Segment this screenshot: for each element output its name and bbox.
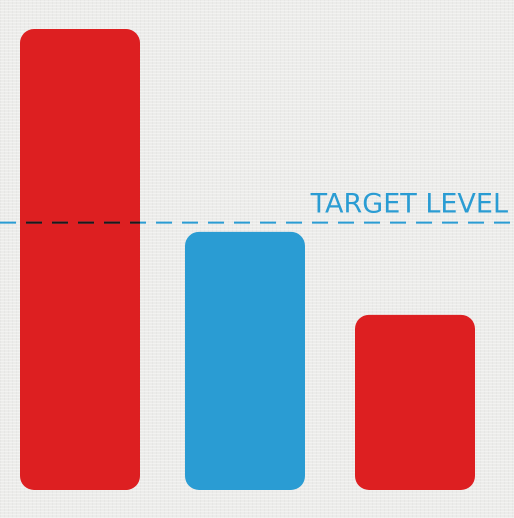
bar-2 (185, 231, 305, 490)
bar-3 (355, 314, 475, 490)
target-level-label: TARGET LEVEL (310, 189, 508, 220)
bars-group (20, 29, 475, 490)
bar-1 (20, 29, 140, 490)
target-line-group: TARGET LEVEL (0, 189, 514, 224)
